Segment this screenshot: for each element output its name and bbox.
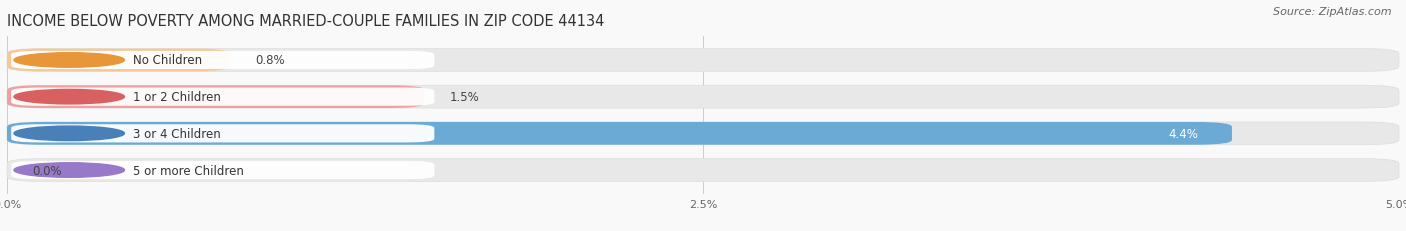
Text: Source: ZipAtlas.com: Source: ZipAtlas.com (1274, 7, 1392, 17)
FancyBboxPatch shape (7, 49, 229, 72)
FancyBboxPatch shape (7, 86, 1399, 109)
FancyBboxPatch shape (11, 52, 434, 70)
Circle shape (14, 127, 125, 141)
Text: 1.5%: 1.5% (450, 91, 479, 104)
Text: 3 or 4 Children: 3 or 4 Children (132, 127, 221, 140)
Circle shape (14, 163, 125, 178)
Circle shape (14, 90, 125, 104)
Text: 0.0%: 0.0% (32, 164, 62, 177)
Text: No Children: No Children (132, 54, 202, 67)
FancyBboxPatch shape (11, 161, 434, 179)
Text: 0.8%: 0.8% (254, 54, 284, 67)
Text: INCOME BELOW POVERTY AMONG MARRIED-COUPLE FAMILIES IN ZIP CODE 44134: INCOME BELOW POVERTY AMONG MARRIED-COUPL… (7, 14, 605, 29)
Text: 4.4%: 4.4% (1168, 127, 1198, 140)
FancyBboxPatch shape (7, 159, 1399, 182)
Text: 5 or more Children: 5 or more Children (132, 164, 243, 177)
FancyBboxPatch shape (11, 88, 434, 106)
FancyBboxPatch shape (11, 125, 434, 143)
FancyBboxPatch shape (7, 49, 1399, 72)
FancyBboxPatch shape (7, 122, 1399, 145)
FancyBboxPatch shape (7, 122, 1232, 145)
Circle shape (14, 53, 125, 68)
FancyBboxPatch shape (7, 86, 425, 109)
Text: 1 or 2 Children: 1 or 2 Children (132, 91, 221, 104)
